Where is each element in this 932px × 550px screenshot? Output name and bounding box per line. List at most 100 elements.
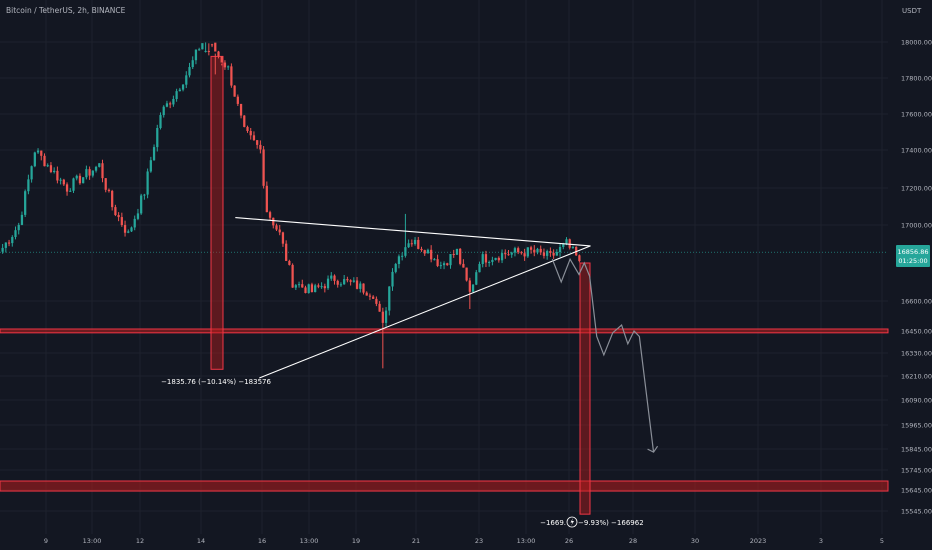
candle-body [191, 60, 194, 68]
candle-body [517, 248, 520, 253]
candle-body [172, 98, 175, 105]
candle-body [1, 247, 4, 252]
symbol-title[interactable]: Bitcoin / TetherUS, 2h, BINANCE [6, 6, 126, 15]
candle-body [475, 272, 478, 285]
candle-body [310, 284, 314, 292]
candle-body [65, 184, 69, 192]
candle-body [352, 280, 355, 282]
candle-body [423, 250, 426, 254]
candle-body [330, 275, 333, 279]
candle-body [227, 66, 230, 68]
price-tick-label: 15965.00 [901, 422, 932, 430]
candle-body [33, 152, 36, 167]
candle-body [252, 135, 256, 141]
candle-body [162, 106, 165, 116]
candle-body [265, 185, 268, 213]
candle-body [233, 85, 236, 97]
candle-body [11, 237, 14, 244]
candle-body [291, 264, 294, 288]
candle-body [520, 252, 523, 254]
current-price-tag-bg [896, 245, 930, 267]
candle-body [14, 230, 17, 238]
candle-body [268, 212, 272, 218]
candle-body [114, 207, 117, 216]
candle-body [185, 75, 188, 85]
candle-body [397, 256, 401, 264]
candle-body [101, 163, 104, 179]
candle-body [30, 166, 33, 180]
price-tick-label: 17000.00 [901, 222, 932, 230]
candle-body [455, 248, 459, 255]
candle-body [259, 144, 262, 150]
candle-body [246, 126, 249, 131]
candle-body [365, 292, 368, 296]
price-tick-label: 17800.00 [901, 75, 932, 83]
lightning-icon-ring [566, 516, 578, 528]
candle-body [314, 285, 317, 292]
candle-body [194, 49, 198, 61]
candle-body [159, 115, 162, 129]
projected-path-arrowhead [647, 445, 659, 453]
price-axis[interactable]: 18000.00 17800.00 17600.00 17400.00 17200.00… [901, 39, 932, 516]
lightning-icon[interactable] [566, 516, 578, 528]
candle-body [339, 284, 343, 286]
candle-body [111, 190, 114, 208]
candle-body [285, 243, 288, 261]
resistance-zone [0, 328, 889, 334]
candle-body [513, 248, 517, 253]
candle-body [36, 150, 40, 153]
candle-body [43, 155, 46, 167]
candle-body [56, 170, 59, 181]
candle-body [481, 254, 484, 265]
candle-body [446, 263, 449, 266]
candle-body [571, 246, 575, 248]
candle-body [272, 217, 275, 226]
candle-body [410, 243, 413, 245]
candle-body [24, 191, 27, 215]
candle-body [98, 163, 101, 167]
candle-body [529, 247, 533, 250]
candle-body [88, 169, 91, 176]
candle-body [210, 44, 214, 46]
candle-body [275, 225, 278, 230]
candle-body [526, 247, 529, 257]
candle-body [156, 128, 159, 148]
candle-body [384, 310, 388, 323]
target-zone [0, 480, 889, 492]
time-axis[interactable]: 9 13:00 12 14 16 13:00 19 21 23 13:00 26 28 30 2023 3 5 [44, 537, 884, 545]
candle-body [136, 213, 140, 219]
time-tick-label: 13:00 [300, 537, 319, 545]
currency-label: USDT [902, 7, 922, 15]
lightning-icon-bolt [570, 518, 574, 526]
time-tick-label: 14 [197, 537, 205, 545]
candle-body [459, 248, 462, 264]
candle-body [94, 166, 98, 171]
first-drop-measure [210, 55, 224, 370]
candle-body [307, 284, 310, 294]
candle-body [452, 253, 455, 255]
candle-body [288, 260, 291, 265]
candle-body [433, 259, 436, 261]
candle-body [4, 242, 7, 248]
projected-drop-measure-label-right: −9.93%) −166962 [578, 519, 644, 527]
time-tick-label: 21 [412, 537, 420, 545]
drawing-layer [235, 217, 659, 453]
candle-body [346, 279, 349, 281]
candle-body [40, 150, 43, 156]
candle-body [523, 253, 526, 257]
candle-body [552, 252, 555, 256]
zone-layer [0, 55, 889, 515]
current-price-tag: 16856.86 01:25:00 [896, 245, 930, 267]
price-tick-label: 16090.00 [901, 397, 932, 405]
candle-body [214, 42, 217, 52]
candle-body [362, 283, 365, 293]
candle-body [420, 248, 423, 251]
time-tick-label: 13:00 [517, 537, 536, 545]
candle-body [388, 286, 391, 311]
price-tick-label: 17200.00 [901, 185, 932, 193]
candle-body [220, 56, 223, 63]
candle-body [223, 62, 227, 68]
candle-body [146, 171, 149, 195]
candle-body [91, 170, 94, 176]
